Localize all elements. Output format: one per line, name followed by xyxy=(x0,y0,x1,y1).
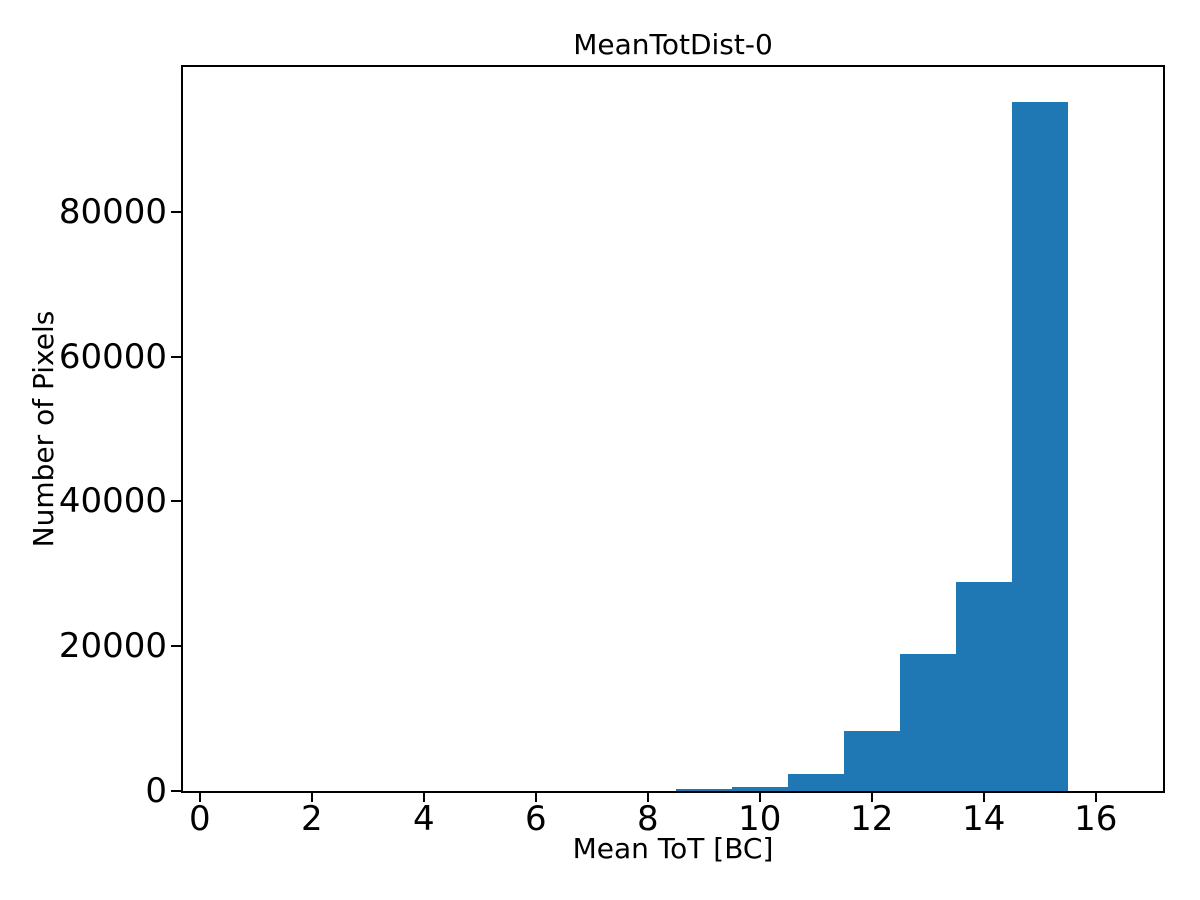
y-tick-mark xyxy=(171,645,181,648)
x-tick-label: 4 xyxy=(412,799,435,839)
x-tick-label: 10 xyxy=(738,799,782,839)
x-axis-label: Mean ToT [BC] xyxy=(572,832,774,865)
x-tick-mark xyxy=(534,793,537,802)
x-tick-label: 6 xyxy=(524,799,547,839)
histogram-bar xyxy=(731,787,788,791)
x-tick-mark xyxy=(1094,793,1097,802)
y-tick-mark xyxy=(171,355,181,358)
x-tick-mark xyxy=(646,793,649,802)
y-tick-label: 20000 xyxy=(58,626,167,667)
histogram-bar xyxy=(1011,101,1068,791)
y-axis-label: Number of Pixels xyxy=(27,310,60,548)
histogram-bar xyxy=(675,788,732,791)
x-tick-mark xyxy=(198,793,201,802)
plot-area xyxy=(181,65,1165,793)
x-tick-mark xyxy=(758,793,761,802)
x-tick-label: 0 xyxy=(188,799,211,839)
x-tick-mark xyxy=(982,793,985,802)
y-tick-mark xyxy=(171,790,181,792)
histogram-bar xyxy=(899,654,956,791)
y-tick-mark xyxy=(171,210,181,213)
histogram-bar xyxy=(843,730,900,791)
y-tick-label: 40000 xyxy=(58,481,167,522)
x-tick-label: 2 xyxy=(300,799,323,839)
x-tick-label: 14 xyxy=(962,799,1006,839)
y-tick-mark xyxy=(171,500,181,503)
x-tick-mark xyxy=(310,793,313,802)
histogram-bar xyxy=(955,581,1012,791)
y-tick-label: 0 xyxy=(145,771,167,811)
y-tick-label: 60000 xyxy=(58,336,167,377)
x-tick-label: 16 xyxy=(1074,799,1118,839)
x-tick-label: 8 xyxy=(636,799,659,839)
x-tick-label: 12 xyxy=(850,799,894,839)
x-tick-mark xyxy=(870,793,873,802)
chart-title: MeanTotDist-0 xyxy=(573,28,773,61)
y-tick-label: 80000 xyxy=(58,191,167,232)
x-tick-mark xyxy=(422,793,425,802)
histogram-bar xyxy=(787,773,844,791)
